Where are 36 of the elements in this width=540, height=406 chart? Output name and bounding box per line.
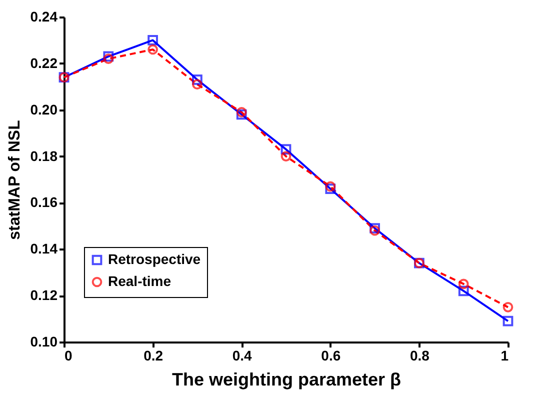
point [502,302,514,312]
y-axis-title: statMAP of NSL [6,120,24,240]
point [370,225,380,236]
y-tick-label: 0.18 [30,148,58,164]
point [325,184,336,194]
point [236,107,247,118]
point [458,286,469,296]
point [280,151,292,162]
x-tick-label: 0.4 [232,348,252,364]
y-tick-label: 0.16 [30,194,58,210]
point [280,144,292,155]
legend-label: Real-time [108,273,172,289]
point [148,44,158,55]
y-tick-label: 0.14 [30,240,58,257]
point [148,35,158,46]
y-tick-label: 0.24 [30,8,58,24]
x-tick-label: 0.2 [144,348,164,364]
x-tick-label: 0.6 [321,348,341,364]
point [370,223,380,234]
point [502,316,514,326]
y-tick-label: 0.12 [30,287,58,304]
point [325,181,336,192]
point [192,74,202,85]
y-tick-label: 0.22 [30,54,58,71]
legend-label: Retrospective [108,251,201,267]
point [103,54,114,64]
x-tick-label: 0 [64,348,72,364]
y-tick-label: 0.20 [30,101,58,118]
y-tick-label: 0.10 [30,334,58,350]
point [236,109,247,120]
point [192,79,202,90]
point [103,51,114,62]
point [458,278,469,290]
x-tick-label: 0.8 [410,348,430,364]
x-axis-title: The weighting parameter β [172,370,402,390]
x-tick-label: 1 [500,348,509,364]
